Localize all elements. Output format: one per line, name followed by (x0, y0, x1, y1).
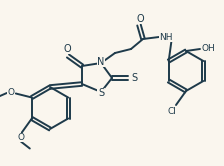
Text: O: O (136, 14, 144, 24)
Text: NH: NH (159, 33, 173, 42)
Text: O: O (17, 133, 24, 142)
Text: Cl: Cl (168, 108, 177, 117)
Text: O: O (63, 44, 71, 54)
Text: N: N (97, 57, 105, 67)
Text: OH: OH (201, 43, 215, 52)
Text: S: S (131, 73, 137, 83)
Text: S: S (98, 88, 104, 98)
Text: O: O (7, 88, 14, 97)
